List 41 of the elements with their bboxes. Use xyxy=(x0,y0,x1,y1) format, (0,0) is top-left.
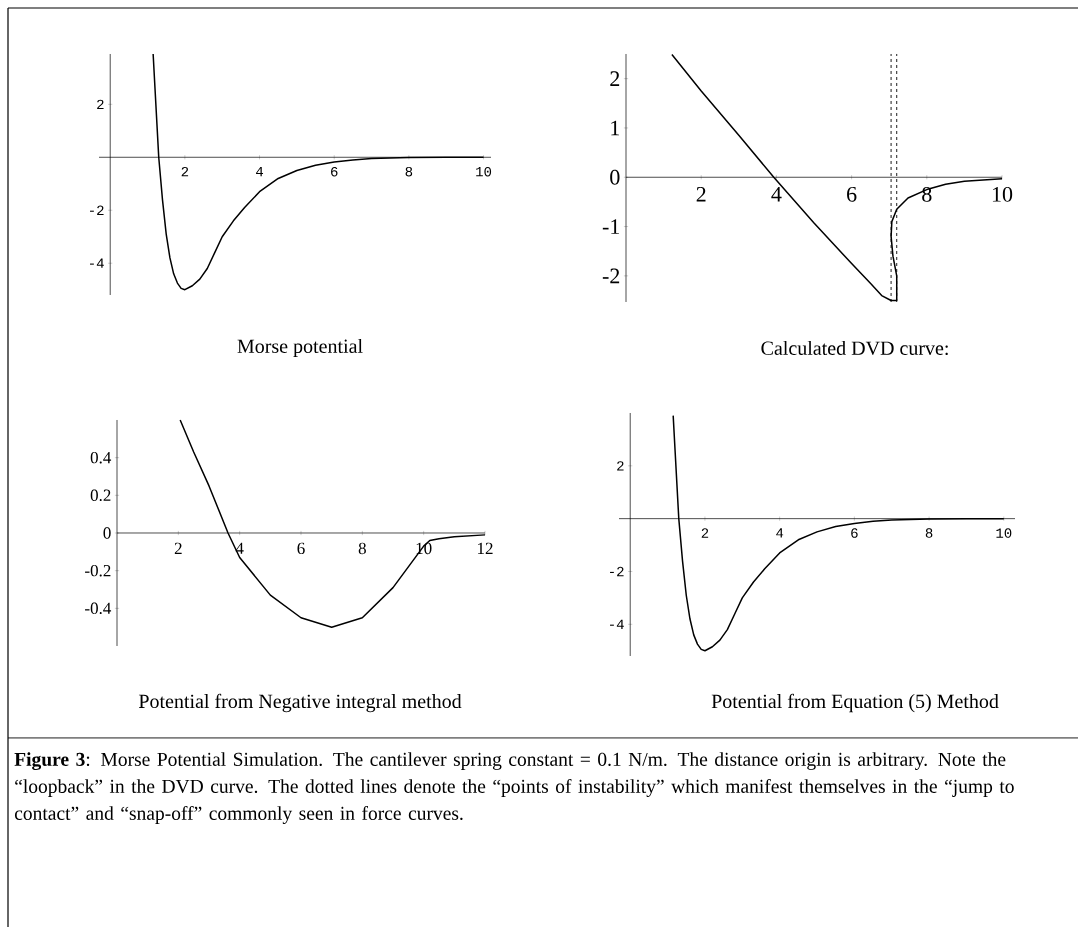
x-tick-label: 6 xyxy=(851,528,858,538)
y-tick-label: 2 xyxy=(97,99,104,109)
x-tick-label: 2 xyxy=(696,186,706,202)
x-tick-label: 2 xyxy=(181,166,189,177)
x-tick-label: 4 xyxy=(776,528,784,538)
y-tick-label: 2 xyxy=(617,461,624,471)
x-tick-label: 8 xyxy=(358,542,366,555)
x-tick-label: 8 xyxy=(922,186,932,202)
x-tick-label: 2 xyxy=(701,528,709,538)
y-tick-label: 2 xyxy=(610,71,620,86)
y-tick-label: -4 xyxy=(90,258,104,268)
text: Potential from Negative integral method xyxy=(138,693,462,713)
text: Potential from Equation (5) Method xyxy=(711,693,999,713)
y-tick-label: -4 xyxy=(610,619,624,629)
y-tick-label: -2 xyxy=(602,268,620,284)
x-tick-label: 4 xyxy=(771,186,782,202)
y-tick-label: 0.2 xyxy=(90,489,111,502)
y-tick-label: -0.4 xyxy=(85,602,112,615)
x-tick-label: 4 xyxy=(256,166,264,177)
text: Calculated DVD curve: xyxy=(761,340,948,356)
y-tick-label: -2 xyxy=(610,566,624,577)
text: Figure 3: Morse Potential Simulation. The cantilever spring constant = 0.1 N/m. The distance origin is arbitrary. Note the “loopback” in the DVD curve. The dotted lines denote the “points of instability” which manifest themselves in the “jump to contact” and “snap-off” commonly seen in force curves. xyxy=(14,752,1014,824)
x-tick-label: 8 xyxy=(925,528,933,538)
x-tick-label: 6 xyxy=(847,186,857,202)
y-tick-label: 0.4 xyxy=(90,451,112,464)
x-tick-label: 2 xyxy=(174,542,182,554)
x-tick-label: 8 xyxy=(405,166,413,177)
x-tick-label: 6 xyxy=(331,166,338,177)
x-tick-label: 6 xyxy=(297,542,305,555)
y-tick-label: 0 xyxy=(103,527,111,539)
y-tick-label: 0 xyxy=(610,169,620,185)
x-tick-label: 10 xyxy=(476,166,492,177)
x-tick-label: 12 xyxy=(478,542,493,554)
y-tick-label: -2 xyxy=(90,205,104,215)
x-tick-label: 4 xyxy=(235,542,244,554)
x-tick-label: 10 xyxy=(992,186,1013,202)
y-tick-label: -1 xyxy=(602,219,620,234)
text: Morse potential xyxy=(237,338,363,358)
y-tick-label: 1 xyxy=(611,120,620,136)
y-tick-label: -0.2 xyxy=(85,564,111,577)
x-tick-label: 10 xyxy=(996,528,1012,538)
